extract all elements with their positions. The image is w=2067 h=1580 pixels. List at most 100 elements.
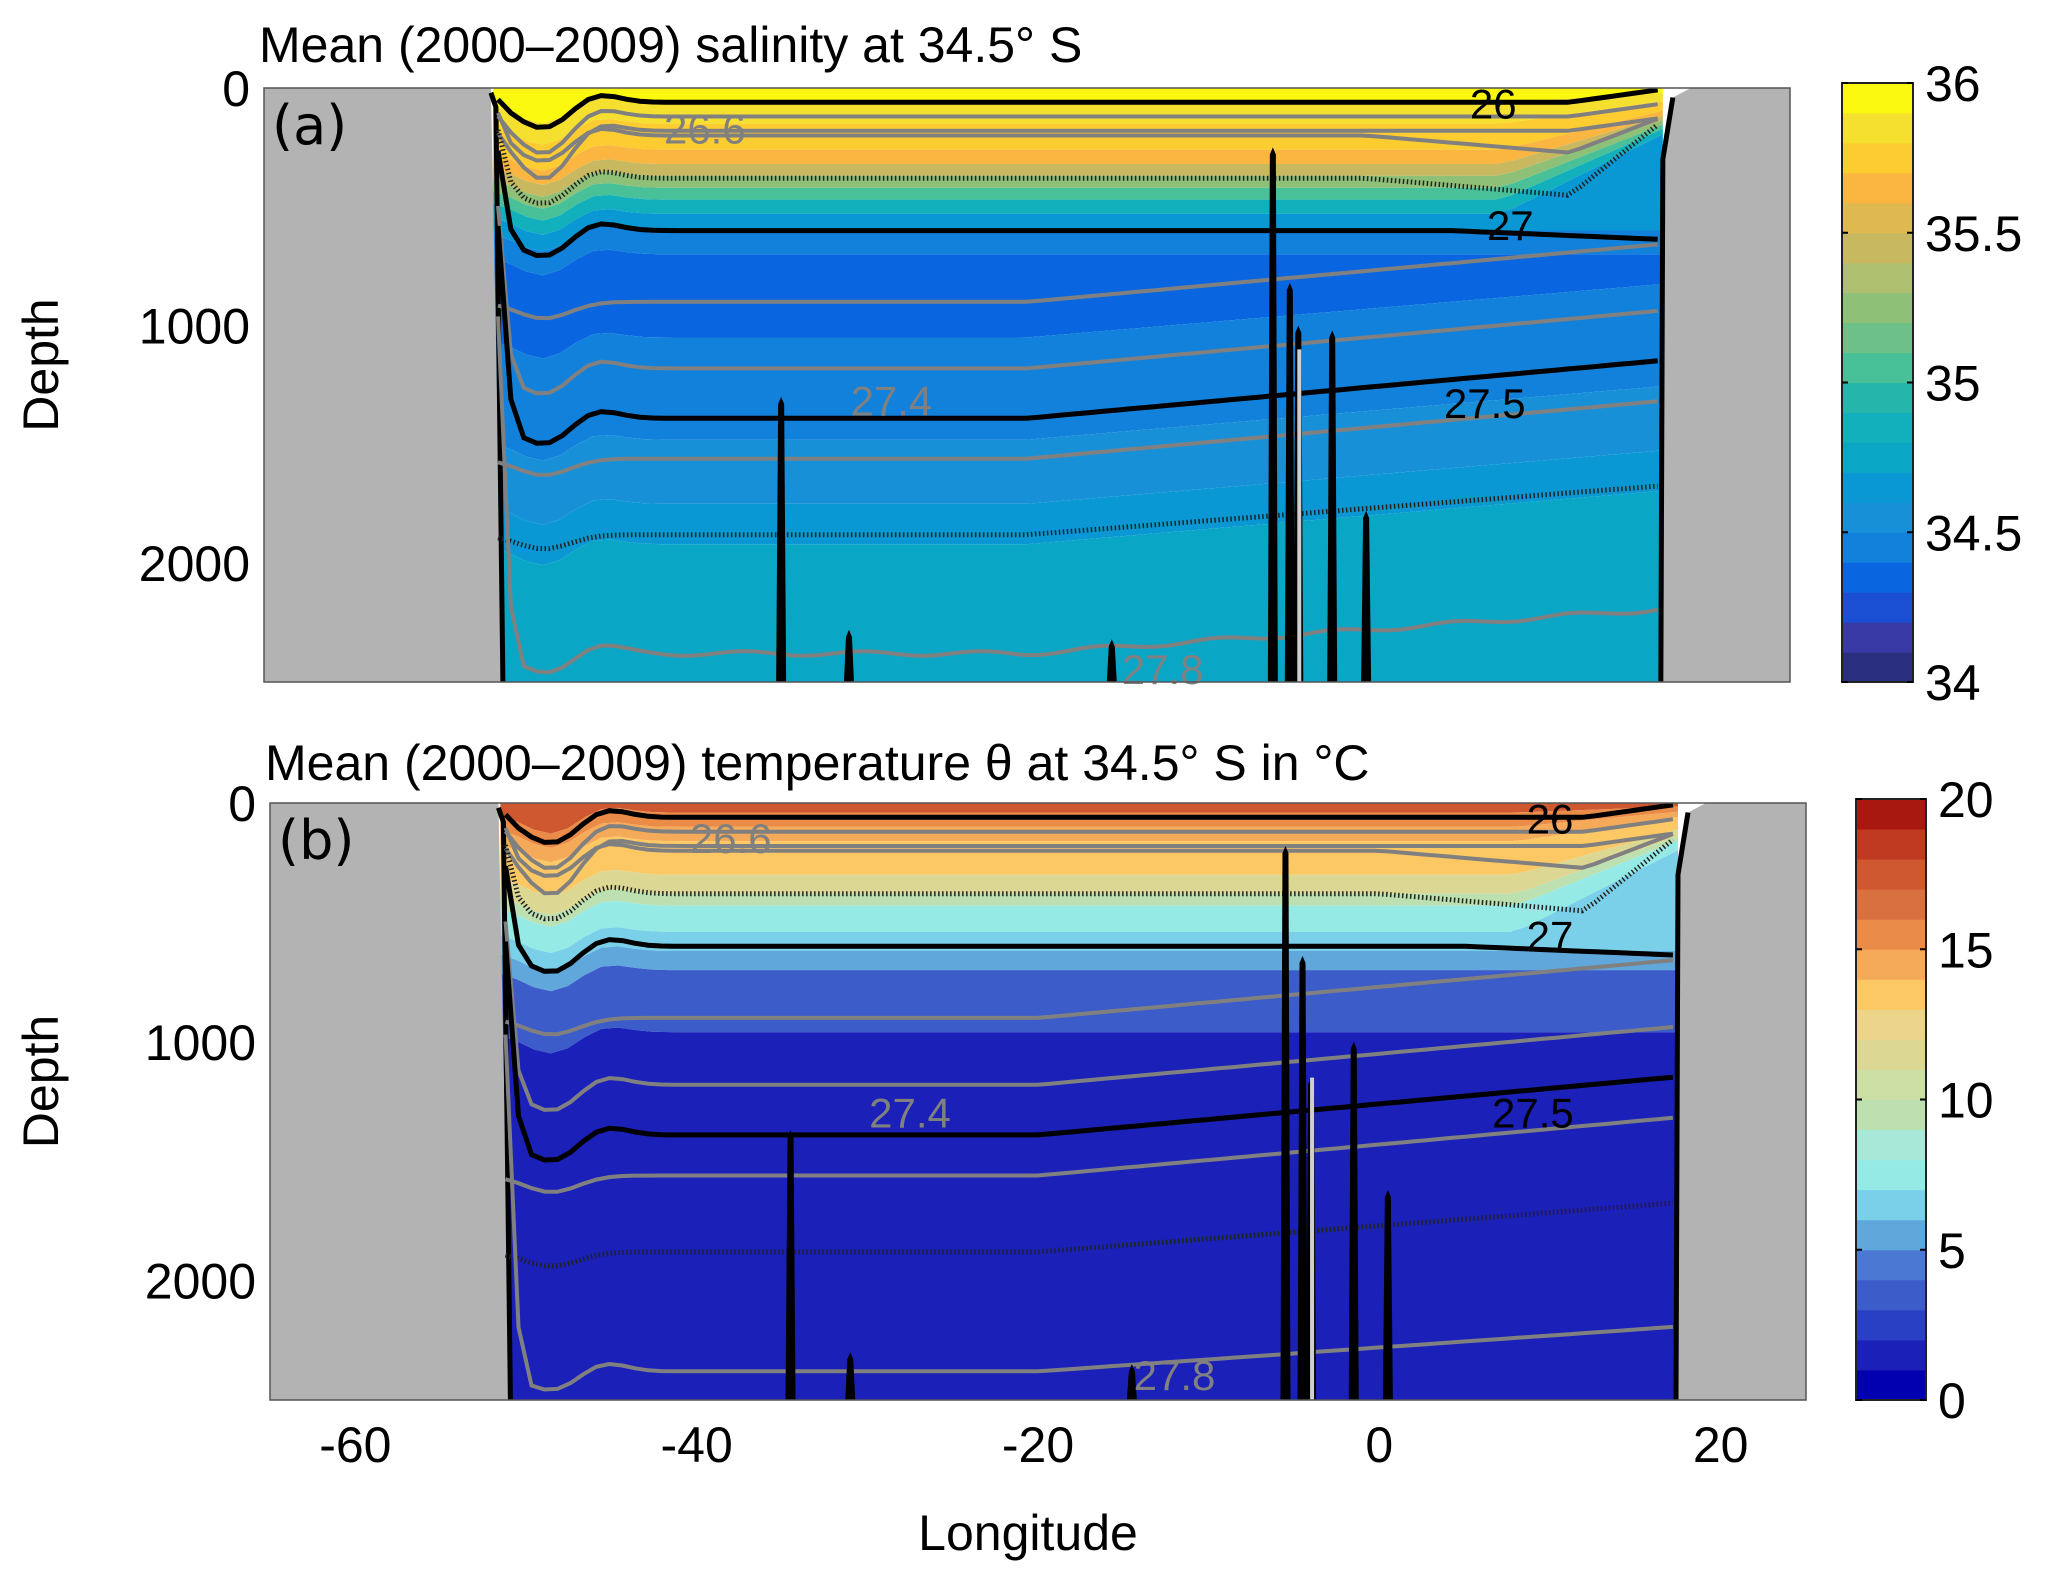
contour-label: 27 xyxy=(1487,202,1534,249)
ridge xyxy=(1297,955,1308,1400)
land-east xyxy=(1676,803,1806,1400)
colorbar-swatch xyxy=(1856,859,1926,890)
colorbar-swatch xyxy=(1842,532,1913,563)
y-axis-label: Depth xyxy=(13,1015,69,1148)
colorbar-swatch xyxy=(1856,889,1926,920)
isopycnal-gray xyxy=(503,817,1674,870)
ridge xyxy=(1106,639,1117,682)
colorbar-swatch xyxy=(1856,1189,1926,1221)
color-band xyxy=(492,124,1663,221)
color-band xyxy=(500,840,1678,954)
x-tick-label: -40 xyxy=(661,1417,733,1473)
isopycnal-gray xyxy=(496,116,1658,180)
contour-label: 27.5 xyxy=(1444,380,1526,427)
colorbar-swatch xyxy=(1856,1309,1926,1341)
colorbar-swatch xyxy=(1856,1129,1926,1161)
isopycnal-gray xyxy=(503,831,1674,896)
color-band xyxy=(492,120,1663,209)
land-west xyxy=(270,803,511,1400)
isopycnal-gray xyxy=(497,399,1658,477)
x-axis-label: Longitude xyxy=(918,1505,1138,1561)
colorbar-swatch xyxy=(1842,472,1913,503)
colorbar-tick-label: 20 xyxy=(1938,772,1994,828)
colorbar-swatch xyxy=(1842,262,1913,294)
contour-label: 27.5 xyxy=(1492,1089,1574,1136)
isopycnal-27-5 xyxy=(503,941,1674,1163)
isopycnal-26-6 xyxy=(503,827,1674,878)
ridge-gap xyxy=(1297,349,1302,682)
isopycnal-27 xyxy=(495,150,1658,259)
axes-frame xyxy=(263,87,1791,683)
colorbar-swatch xyxy=(1842,592,1913,623)
colorbar-swatch xyxy=(1842,83,1913,114)
x-tick-label: 20 xyxy=(1693,1417,1749,1473)
panel-b-temperature: Mean (2000–2009) temperature θ at 34.5° … xyxy=(13,735,1994,1561)
ridge xyxy=(1361,510,1372,682)
contour-label: 27.4 xyxy=(850,378,932,425)
color-band xyxy=(492,93,1663,145)
isopycnal-26-8 xyxy=(495,122,1660,206)
y-tick-label: 0 xyxy=(228,776,256,832)
isopycnal-27-4 xyxy=(503,921,1674,1112)
land-east xyxy=(1660,88,1790,682)
color-band xyxy=(492,88,1663,124)
color-band xyxy=(492,128,1663,235)
isopycnal-27-8 xyxy=(496,316,1659,675)
ridge xyxy=(1382,1189,1393,1400)
ridge xyxy=(1280,845,1291,1400)
coastline-west xyxy=(496,806,513,1400)
contour-label: 27.8 xyxy=(1122,646,1204,693)
isopycnal-27 xyxy=(503,865,1673,974)
colorbar-swatch xyxy=(1856,919,1926,950)
color-band xyxy=(492,134,1663,252)
color-band xyxy=(500,836,1678,927)
colorbar-tick-label: 35.5 xyxy=(1925,206,2022,262)
isopycnal-26 xyxy=(496,88,1659,130)
isopycnal-dotted-deep xyxy=(504,1200,1674,1269)
colorbar-swatch xyxy=(1842,412,1913,443)
colorbar-tick-label: 34.5 xyxy=(1925,505,2022,561)
chart-title: Mean (2000–2009) temperature θ at 34.5° … xyxy=(265,735,1370,791)
y-tick-label: 2000 xyxy=(139,536,250,592)
isopycnal-gray xyxy=(496,102,1658,155)
isopycnal-26 xyxy=(503,803,1674,845)
colorbar-swatch xyxy=(1842,232,1913,264)
ridge-gap xyxy=(1310,1077,1315,1400)
ridge xyxy=(776,396,787,682)
panel-a-salinity: Mean (2000–2009) salinity at 34.5° S2626… xyxy=(13,17,2022,711)
colorbar: 0 5 10 15 20 xyxy=(1855,772,1994,1429)
colorbar-tick-label: 36 xyxy=(1925,56,1981,112)
isopycnal-26-8 xyxy=(503,837,1675,922)
colorbar-swatch xyxy=(1842,172,1913,204)
colorbar-swatch xyxy=(1842,652,1913,683)
isopycnal-26-6 xyxy=(496,112,1659,163)
colorbar-swatch xyxy=(1856,1279,1926,1311)
isopycnal-27-5 xyxy=(495,225,1658,446)
axes-frame xyxy=(269,802,1807,1401)
colorbar-swatch xyxy=(1856,1339,1926,1371)
y-tick-label: 1000 xyxy=(139,299,250,355)
colorbar-swatch xyxy=(1856,1009,1926,1040)
ridge xyxy=(1126,1364,1137,1400)
colorbar-swatch xyxy=(1842,622,1913,653)
colorbar-swatch xyxy=(1842,112,1913,144)
y-axis-label: Depth xyxy=(13,298,69,431)
color-band xyxy=(500,817,1678,896)
color-band xyxy=(500,850,1678,973)
coastline-east xyxy=(1658,97,1676,682)
colorbar-swatch xyxy=(1842,322,1913,354)
colorbar-swatch xyxy=(1856,799,1926,830)
color-band xyxy=(500,803,1678,834)
coastline-west xyxy=(488,91,506,682)
isopycnal-gray xyxy=(504,958,1674,1037)
colorbar-swatch xyxy=(1856,979,1926,1010)
x-tick-label: 0 xyxy=(1365,1417,1393,1473)
plot-area xyxy=(264,88,1790,682)
isopycnal-27-4 xyxy=(496,205,1658,396)
isopycnal-gray xyxy=(497,242,1658,321)
colorbar-swatch xyxy=(1856,1099,1926,1131)
colorbar-tick-label: 35 xyxy=(1925,356,1981,412)
panel-label: (b) xyxy=(278,809,354,872)
x-tick-label: -20 xyxy=(1002,1417,1074,1473)
